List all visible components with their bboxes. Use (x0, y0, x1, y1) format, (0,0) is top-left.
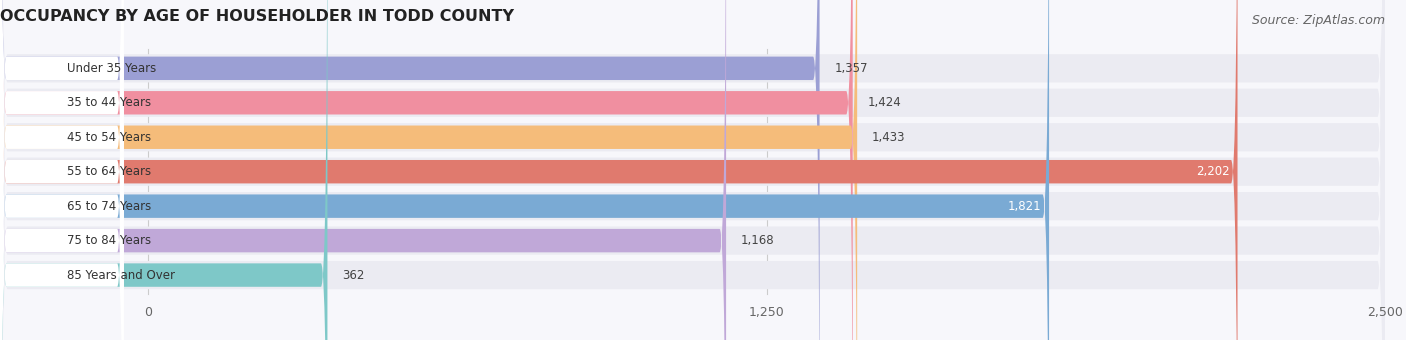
FancyBboxPatch shape (0, 0, 328, 340)
Text: 1,168: 1,168 (741, 234, 775, 247)
FancyBboxPatch shape (0, 0, 124, 340)
FancyBboxPatch shape (0, 0, 124, 340)
Text: 1,357: 1,357 (834, 62, 868, 75)
Text: 1,433: 1,433 (872, 131, 905, 144)
Text: 35 to 44 Years: 35 to 44 Years (66, 96, 150, 109)
FancyBboxPatch shape (0, 0, 820, 340)
FancyBboxPatch shape (0, 0, 124, 340)
FancyBboxPatch shape (0, 0, 124, 340)
Text: 2,202: 2,202 (1197, 165, 1230, 178)
FancyBboxPatch shape (0, 0, 858, 340)
FancyBboxPatch shape (0, 0, 1049, 340)
Text: OCCUPANCY BY AGE OF HOUSEHOLDER IN TODD COUNTY: OCCUPANCY BY AGE OF HOUSEHOLDER IN TODD … (0, 9, 515, 24)
Text: 1,424: 1,424 (868, 96, 901, 109)
FancyBboxPatch shape (0, 0, 124, 340)
Text: 55 to 64 Years: 55 to 64 Years (66, 165, 150, 178)
Text: 1,821: 1,821 (1008, 200, 1042, 212)
Text: 75 to 84 Years: 75 to 84 Years (66, 234, 150, 247)
Text: 65 to 74 Years: 65 to 74 Years (66, 200, 150, 212)
FancyBboxPatch shape (0, 0, 124, 340)
Text: Under 35 Years: Under 35 Years (66, 62, 156, 75)
FancyBboxPatch shape (0, 0, 852, 340)
Text: 85 Years and Over: 85 Years and Over (66, 269, 174, 282)
FancyBboxPatch shape (0, 0, 124, 340)
Text: 45 to 54 Years: 45 to 54 Years (66, 131, 150, 144)
Text: 362: 362 (342, 269, 364, 282)
FancyBboxPatch shape (0, 0, 1237, 340)
FancyBboxPatch shape (0, 0, 725, 340)
Text: Source: ZipAtlas.com: Source: ZipAtlas.com (1251, 14, 1385, 27)
